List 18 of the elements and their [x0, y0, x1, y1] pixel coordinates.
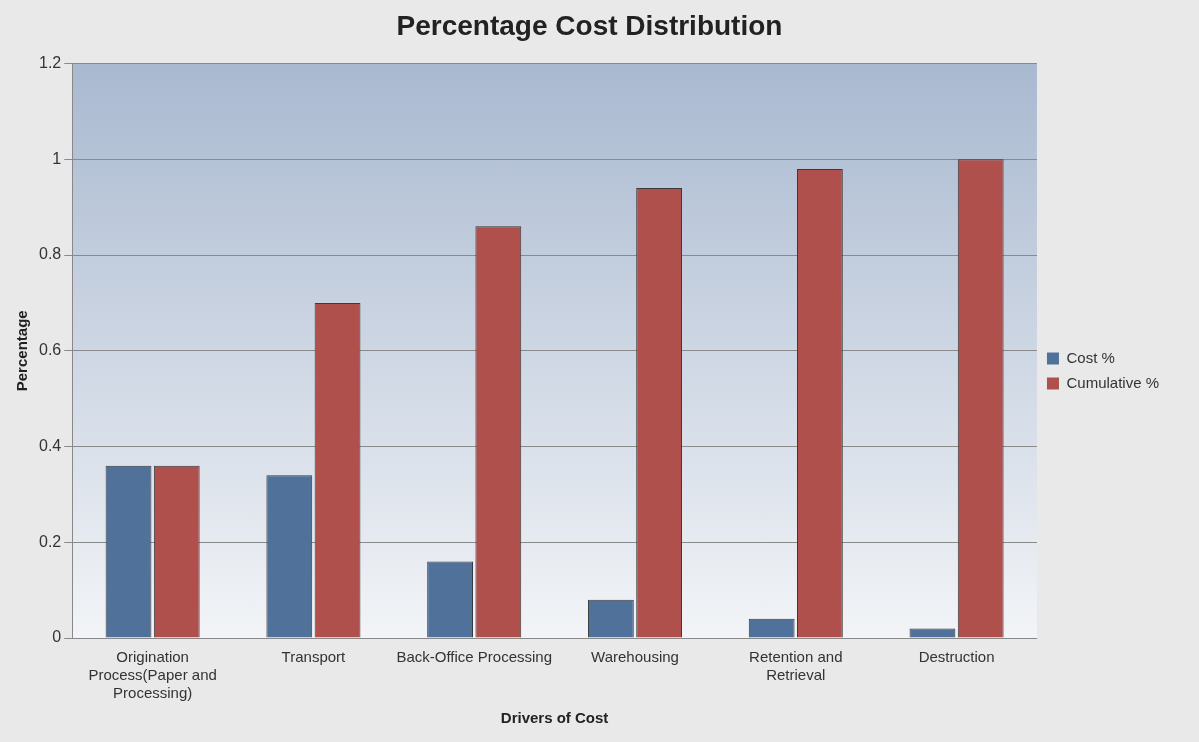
x-tick-label: Retention and Retrieval — [749, 648, 843, 684]
x-tick-label: Origination Process(Paper and Processing) — [88, 648, 217, 702]
y-tick-label: 1.2 — [38, 54, 62, 72]
y-tick-label: 0.4 — [38, 436, 62, 454]
y-tick-label: 1 — [52, 149, 62, 167]
y-tick-label: 0 — [52, 628, 62, 646]
chart-title: Percentage Cost Distribution — [396, 9, 783, 41]
x-tick-label: Destruction — [918, 648, 995, 666]
y-axis-title: Percentage — [13, 310, 31, 392]
x-tick-label: Warehousing — [591, 648, 679, 666]
x-tick-label: Transport — [281, 648, 347, 666]
legend-label: Cost % — [1066, 348, 1115, 366]
legend-label: Cumulative % — [1066, 373, 1160, 391]
x-tick-label: Back-Office Processing — [396, 648, 553, 666]
x-axis-title: Drivers of Cost — [500, 709, 609, 727]
y-tick-label: 0.6 — [38, 341, 62, 359]
y-tick-label: 0.2 — [38, 532, 62, 550]
y-tick-label: 0.8 — [38, 245, 62, 263]
